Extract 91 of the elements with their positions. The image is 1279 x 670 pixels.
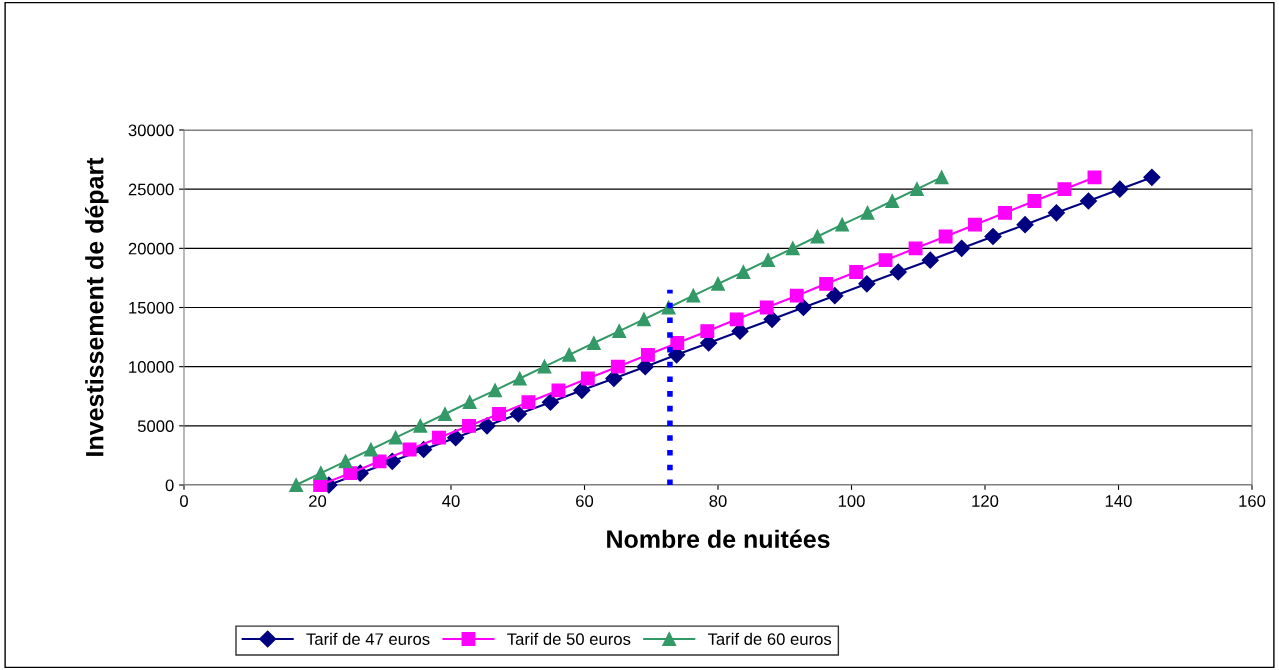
point (889, 263, 907, 281)
point (388, 430, 403, 445)
point (700, 324, 715, 339)
point (521, 395, 536, 410)
point (640, 347, 655, 362)
point (636, 312, 651, 327)
point (462, 395, 477, 410)
point (729, 312, 744, 327)
point (313, 466, 328, 481)
point (537, 359, 552, 374)
point (858, 275, 876, 293)
point (610, 359, 625, 374)
point (761, 253, 776, 268)
y-tick-label: 20000 (128, 242, 174, 255)
point (711, 276, 725, 291)
point (1057, 182, 1072, 197)
point (1079, 192, 1098, 210)
point (885, 194, 900, 208)
point (826, 287, 844, 305)
point (819, 276, 834, 291)
x-tick-label: 80 (709, 495, 727, 507)
point (909, 182, 924, 197)
x-tick-label: 140 (1105, 495, 1132, 507)
x-tick-label: 0 (180, 495, 188, 507)
point (670, 336, 685, 350)
point (860, 205, 875, 220)
point (908, 241, 923, 256)
x-tick-label: 100 (838, 495, 865, 507)
point (313, 478, 328, 492)
point (551, 383, 566, 398)
point (586, 336, 601, 350)
legend-label: Tarif de 60 euros (707, 632, 832, 646)
point (289, 478, 304, 492)
point (343, 466, 358, 481)
point (488, 383, 503, 398)
point (509, 405, 527, 423)
point (573, 381, 591, 399)
point (1111, 180, 1129, 198)
point (478, 417, 496, 435)
point (1016, 216, 1034, 234)
point (438, 407, 452, 421)
x-tick-label: 120 (972, 495, 999, 507)
point (934, 170, 949, 185)
y-axis-title: Investissement de départ (84, 157, 109, 456)
x-axis-title: Nombre de nuitées (607, 529, 830, 549)
point (372, 454, 387, 469)
y-tick-label: 30000 (128, 124, 174, 137)
x-tick-label: 20 (309, 495, 327, 507)
point (810, 229, 825, 244)
y-tick-label: 0 (165, 479, 174, 492)
point (763, 310, 781, 328)
point (612, 324, 627, 339)
point (736, 265, 751, 279)
point (785, 241, 800, 256)
point (1027, 194, 1042, 208)
point (759, 300, 774, 315)
point (968, 217, 982, 232)
point (432, 430, 446, 445)
point (447, 429, 465, 447)
point (953, 239, 971, 257)
point (363, 442, 378, 457)
point (984, 227, 1002, 246)
legend-label: Tarif de 47 euros (306, 632, 430, 646)
point (849, 265, 864, 279)
point (789, 288, 804, 303)
point (402, 442, 417, 457)
point (835, 217, 850, 232)
point (492, 407, 507, 421)
x-tick-label: 60 (576, 495, 594, 507)
y-tick-label: 5000 (137, 420, 174, 433)
y-tick-label: 15000 (129, 301, 174, 314)
point (878, 253, 893, 268)
y-tick-label: 10000 (129, 361, 174, 373)
point (580, 371, 595, 386)
point (921, 251, 939, 269)
x-tick-label: 160 (1239, 495, 1266, 507)
x-tick-label: 40 (442, 495, 460, 507)
point (413, 418, 428, 433)
legend-label: Tarif de 50 euros (507, 632, 631, 646)
point (1143, 168, 1161, 186)
point (1087, 170, 1102, 185)
point (541, 393, 560, 411)
point (338, 454, 353, 469)
point (938, 229, 953, 244)
point (1047, 204, 1065, 222)
point (686, 288, 701, 303)
point (998, 205, 1012, 220)
point (462, 418, 476, 433)
point (512, 371, 527, 386)
y-tick-label: 25000 (128, 183, 174, 196)
point (562, 347, 577, 362)
